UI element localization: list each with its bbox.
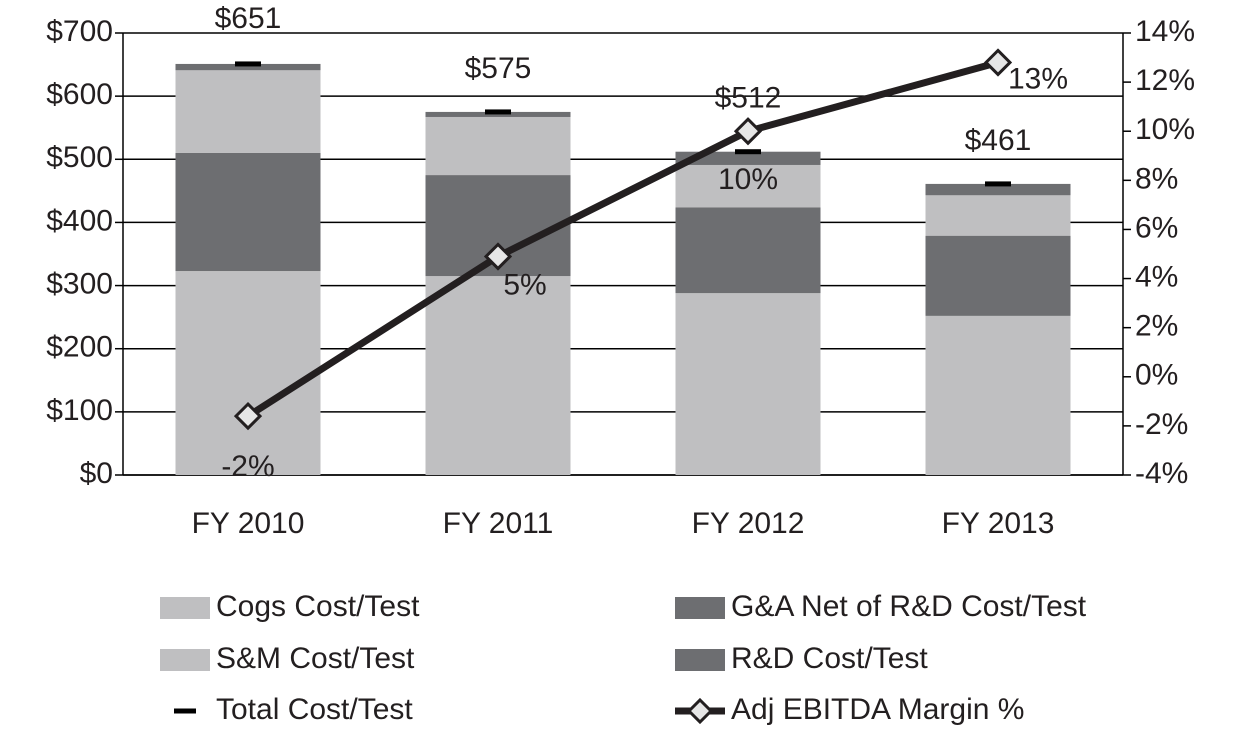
legend-label: Total Cost/Test — [216, 693, 413, 726]
line-point — [483, 242, 513, 271]
y-tick-label: $600 — [46, 78, 113, 111]
legend-label: Cogs Cost/Test — [216, 590, 420, 623]
legend-label: G&A Net of R&D Cost/Test — [731, 590, 1087, 623]
bar-segment — [425, 111, 571, 117]
x-tick-label: FY 2013 — [942, 507, 1055, 540]
x-tick-label: FY 2012 — [692, 507, 805, 540]
bar-segment — [425, 276, 571, 475]
bar-segment — [925, 195, 1071, 236]
data-label: $575 — [465, 52, 532, 85]
bar-segment — [675, 164, 821, 208]
line — [246, 59, 999, 420]
bar-segment — [175, 152, 321, 272]
legend-swatch — [160, 597, 210, 619]
y2-tick-label: 6% — [1135, 211, 1178, 244]
data-label: $461 — [965, 124, 1032, 157]
legend-label: R&D Cost/Test — [731, 642, 928, 675]
total-marker — [735, 149, 761, 155]
y2-tick-label: 8% — [1135, 162, 1178, 195]
x-tick-label: FY 2011 — [443, 507, 554, 540]
bar-segment — [425, 116, 571, 176]
bar-segment — [925, 315, 1071, 475]
y2-tick-label: 12% — [1135, 64, 1195, 97]
bar-segment — [175, 271, 321, 475]
y2-tick-label: -4% — [1135, 457, 1188, 490]
y2-tick-label: 2% — [1135, 310, 1178, 343]
bar-segment — [925, 183, 1071, 196]
y-tick-label: $500 — [46, 141, 113, 174]
x-tick-label: FY 2010 — [192, 507, 305, 540]
legend-label: Adj EBITDA Margin % — [731, 693, 1024, 726]
data-label: 13% — [1008, 62, 1068, 95]
y2-tick-label: 10% — [1135, 113, 1195, 146]
y-tick-label: $700 — [46, 15, 113, 48]
bar-segment — [175, 70, 321, 153]
data-label: $512 — [715, 82, 782, 115]
legend-label: S&M Cost/Test — [216, 642, 415, 675]
line-point — [233, 401, 263, 431]
y-tick-label: $300 — [46, 267, 113, 300]
data-label: 10% — [718, 163, 778, 196]
line-point — [983, 48, 1013, 77]
y2-tick-label: 14% — [1135, 15, 1195, 48]
legend-swatch — [160, 649, 210, 671]
data-label: -2% — [221, 450, 274, 483]
y-tick-label: $0 — [80, 457, 113, 490]
legend-swatch — [675, 649, 725, 671]
data-label: $651 — [215, 2, 282, 35]
bar-segment — [675, 207, 821, 294]
bar-segment — [675, 293, 821, 475]
bar-segment — [675, 151, 821, 165]
y-tick-label: $200 — [46, 331, 113, 364]
data-label: 5% — [503, 268, 546, 301]
total-marker — [985, 181, 1011, 187]
y2-tick-label: -2% — [1135, 408, 1188, 441]
bar-segment — [925, 235, 1071, 316]
legend-swatch — [686, 697, 714, 725]
legend-swatch — [675, 597, 725, 619]
y2-tick-label: 0% — [1135, 359, 1178, 392]
legend-swatch — [174, 708, 196, 714]
y-tick-label: $100 — [46, 394, 113, 427]
total-marker — [235, 61, 261, 67]
bar-segment — [175, 63, 321, 71]
y2-tick-label: 4% — [1135, 260, 1178, 293]
line-point — [733, 117, 763, 146]
total-marker — [485, 109, 511, 115]
y-tick-label: $400 — [46, 204, 113, 237]
